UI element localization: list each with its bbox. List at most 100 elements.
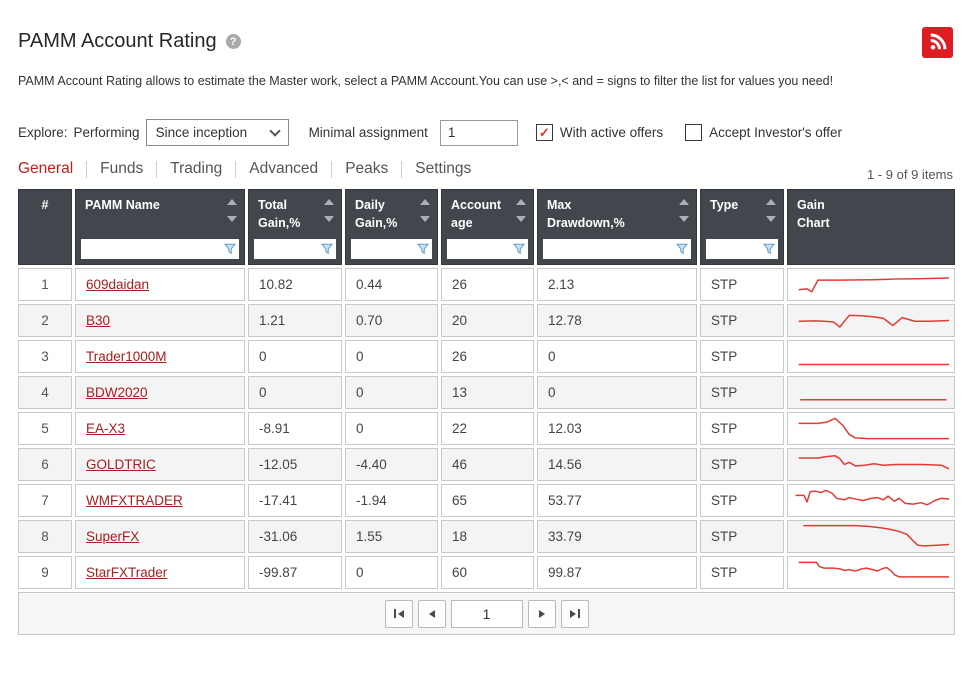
type-cell: STP xyxy=(700,448,784,481)
pamm-name-link[interactable]: StarFXTrader xyxy=(86,565,168,580)
total-gain-cell: -17.41 xyxy=(248,484,342,517)
type-cell: STP xyxy=(700,376,784,409)
column-header[interactable]: Max Drawdown,% xyxy=(537,189,697,265)
gain-chart-cell xyxy=(787,448,955,481)
pamm-name-link[interactable]: SuperFX xyxy=(86,529,140,544)
row-number: 2 xyxy=(18,304,72,337)
funnel-icon[interactable] xyxy=(676,243,688,255)
accept-investors-offer-label: Accept Investor's offer xyxy=(709,125,843,140)
pamm-name-link[interactable]: WMFXTRADER xyxy=(86,493,183,508)
column-filter-input[interactable] xyxy=(447,241,513,257)
column-header[interactable]: Account age xyxy=(441,189,534,265)
gain-sparkline xyxy=(793,450,949,479)
total-gain-cell: 0 xyxy=(248,376,342,409)
last-page-button[interactable] xyxy=(560,599,589,628)
pamm-name-link[interactable]: Trader1000M xyxy=(86,349,167,364)
column-header[interactable]: Total Gain,% xyxy=(248,189,342,265)
pamm-name-link[interactable]: 609daidan xyxy=(86,277,150,292)
period-select-value: Since inception xyxy=(155,125,248,140)
column-filter-input[interactable] xyxy=(254,241,321,257)
total-gain-cell: 0 xyxy=(248,340,342,373)
row-number: 1 xyxy=(18,268,72,301)
tab-trading[interactable]: Trading xyxy=(170,160,223,177)
max-drawdown-cell: 0 xyxy=(537,376,697,409)
column-header-label: PAMM Name xyxy=(85,198,160,212)
funnel-icon[interactable] xyxy=(513,243,525,255)
column-filter xyxy=(706,239,778,259)
table-row: 1 609daidan 10.82 0.44 26 2.13 STP xyxy=(18,268,955,301)
period-select[interactable]: Since inception xyxy=(145,119,289,146)
daily-gain-cell: 0 xyxy=(345,412,438,445)
pamm-name-cell: SuperFX xyxy=(75,520,245,553)
column-filter-input[interactable] xyxy=(81,241,224,257)
gain-sparkline xyxy=(793,378,949,407)
funnel-icon[interactable] xyxy=(321,243,333,255)
pamm-name-link[interactable]: GOLDTRIC xyxy=(86,457,156,472)
previous-page-button[interactable] xyxy=(417,599,446,628)
pamm-name-cell: 609daidan xyxy=(75,268,245,301)
column-header-label: Total Gain,% xyxy=(258,198,301,230)
column-header[interactable]: Type xyxy=(700,189,784,265)
next-page-button[interactable] xyxy=(527,599,556,628)
first-page-button[interactable] xyxy=(384,599,413,628)
minimal-assignment-input[interactable] xyxy=(439,119,518,146)
max-drawdown-cell: 53.77 xyxy=(537,484,697,517)
tab-peaks[interactable]: Peaks xyxy=(345,160,389,177)
column-filter-input[interactable] xyxy=(351,241,417,257)
gain-sparkline xyxy=(793,342,949,371)
table-row: 9 StarFXTrader -99.87 0 60 99.87 STP xyxy=(18,556,955,589)
account-age-cell: 65 xyxy=(441,484,534,517)
funnel-icon[interactable] xyxy=(417,243,429,255)
with-active-offers-checkbox[interactable]: ✓ With active offers xyxy=(535,124,663,141)
account-age-cell: 26 xyxy=(441,268,534,301)
account-age-cell: 46 xyxy=(441,448,534,481)
funnel-icon[interactable] xyxy=(224,243,236,255)
tab-separator xyxy=(331,160,333,178)
tab-advanced[interactable]: Advanced xyxy=(249,160,319,177)
row-number: 5 xyxy=(18,412,72,445)
column-filter-input[interactable] xyxy=(543,241,676,257)
tab-separator xyxy=(235,160,237,178)
max-drawdown-cell: 0 xyxy=(537,340,697,373)
pamm-name-link[interactable]: EA-X3 xyxy=(86,421,126,436)
sort-arrows-icon xyxy=(766,199,776,222)
max-drawdown-cell: 99.87 xyxy=(537,556,697,589)
funnel-icon[interactable] xyxy=(763,243,775,255)
tab-settings[interactable]: Settings xyxy=(415,160,472,177)
gain-sparkline xyxy=(793,306,949,335)
gain-chart-cell xyxy=(787,556,955,589)
accept-investors-offer-checkbox[interactable]: Accept Investor's offer xyxy=(685,124,842,141)
column-filter xyxy=(254,239,336,259)
column-filter-input[interactable] xyxy=(706,241,763,257)
pamm-name-link[interactable]: B30 xyxy=(86,313,111,328)
pamm-name-cell: B30 xyxy=(75,304,245,337)
column-header: Gain Chart xyxy=(787,189,955,265)
column-header-label: Max Drawdown,% xyxy=(547,198,625,230)
row-number: 8 xyxy=(18,520,72,553)
table-row: 7 WMFXTRADER -17.41 -1.94 65 53.77 STP xyxy=(18,484,955,517)
tab-general[interactable]: General xyxy=(18,160,74,177)
column-header-label: Type xyxy=(710,198,739,212)
sort-arrows-icon xyxy=(516,199,526,222)
max-drawdown-cell: 12.03 xyxy=(537,412,697,445)
max-drawdown-cell: 33.79 xyxy=(537,520,697,553)
row-number: 4 xyxy=(18,376,72,409)
page-title: PAMM Account Rating xyxy=(18,30,217,52)
gain-sparkline xyxy=(793,486,949,515)
last-page-icon xyxy=(569,609,576,618)
column-header[interactable]: PAMM Name xyxy=(75,189,245,265)
column-filter xyxy=(351,239,432,259)
help-icon[interactable]: ? xyxy=(225,34,241,49)
first-page-icon xyxy=(393,609,396,618)
rss-button[interactable] xyxy=(922,27,953,58)
pamm-name-cell: WMFXTRADER xyxy=(75,484,245,517)
sort-arrows-icon xyxy=(420,199,430,222)
minimal-assignment-label: Minimal assignment xyxy=(308,125,428,140)
pamm-name-link[interactable]: BDW2020 xyxy=(86,385,148,400)
column-header: # xyxy=(18,189,72,265)
total-gain-cell: -31.06 xyxy=(248,520,342,553)
page-number-input[interactable] xyxy=(450,599,523,628)
type-cell: STP xyxy=(700,268,784,301)
column-header[interactable]: Daily Gain,% xyxy=(345,189,438,265)
tab-funds[interactable]: Funds xyxy=(100,160,144,177)
